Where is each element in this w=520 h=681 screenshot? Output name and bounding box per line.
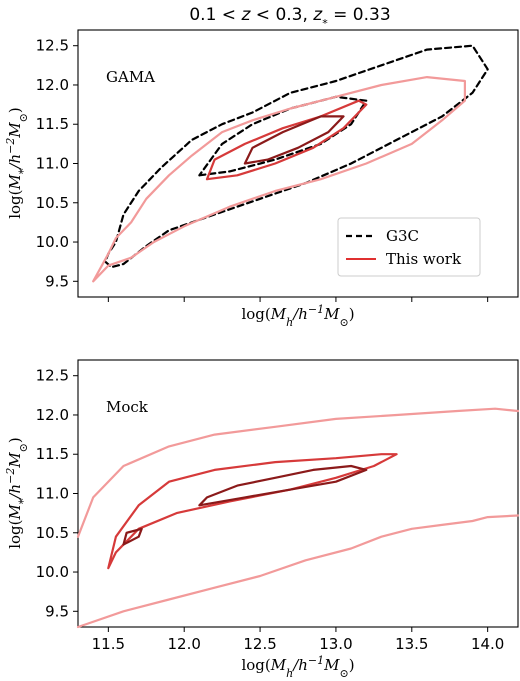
gama-panel: 9.5 10.0 10.5 11.0 11.5 12.0 12.5 GAMA log(Mh/… — [4, 29, 519, 329]
mock-y-tick-label: 10.0 — [36, 563, 69, 581]
mock-y-axis-label: log(M*/h−2M⊙) — [4, 437, 30, 549]
gama-y-tick-label: 12.5 — [36, 37, 69, 55]
legend: G3C This work — [337, 217, 481, 277]
mock-contours — [76, 407, 520, 629]
gama-contour-outer-2 — [92, 75, 466, 283]
legend-g3c-label: G3C — [386, 227, 419, 245]
gama-y-tick-label: 10.5 — [36, 194, 69, 212]
gama-contours — [92, 44, 489, 283]
gama-y-tick-label: 11.0 — [36, 155, 69, 173]
mock-x-tick-label: 14.0 — [471, 635, 504, 653]
gama-y-tick-label: 12.0 — [36, 76, 69, 94]
mock-y-ticks: 9.5 10.0 10.5 11.0 11.5 12.0 12.5 — [36, 367, 78, 620]
mock-y-tick-label: 11.0 — [36, 485, 69, 503]
mock-contour-outer-1 — [76, 514, 520, 629]
mock-y-tick-label: 11.5 — [36, 445, 69, 463]
mock-x-axis-label: log(Mh/h−1M⊙) — [241, 654, 354, 680]
gama-y-tick-label: 9.5 — [45, 272, 69, 290]
mock-contour-middle-2 — [107, 453, 398, 570]
gama-x-ticks — [107, 297, 489, 302]
mock-y-tick-label: 12.5 — [36, 367, 69, 385]
mock-y-tick-label: 10.5 — [36, 524, 69, 542]
mock-x-ticks: 11.5 12.0 12.5 13.0 13.5 14.0 — [92, 627, 504, 653]
mock-x-tick-label: 13.5 — [395, 635, 428, 653]
mock-y-tick-label: 9.5 — [45, 602, 69, 620]
legend-box — [337, 217, 481, 277]
mock-x-tick-label: 11.5 — [92, 635, 125, 653]
gama-contour-outer-0 — [104, 44, 489, 269]
mock-x-tick-label: 13.0 — [319, 635, 352, 653]
legend-this-work-label: This work — [386, 250, 462, 268]
mock-x-tick-label: 12.5 — [243, 635, 276, 653]
gama-y-tick-label: 11.5 — [36, 115, 69, 133]
gama-y-axis-label: log(M*/h−2M⊙) — [4, 107, 30, 219]
gama-panel-label: GAMA — [106, 68, 155, 86]
gama-y-tick-label: 10.0 — [36, 233, 69, 251]
gama-contour-inner-1 — [198, 95, 368, 177]
mock-panel-label: Mock — [106, 398, 149, 416]
gama-x-axis-label: log(Mh/h−1M⊙) — [241, 303, 354, 329]
gama-contour-inner-4 — [243, 115, 345, 165]
mock-y-tick-label: 12.0 — [36, 406, 69, 424]
mock-panel: 9.5 10.0 10.5 11.0 11.5 12.0 12.5 11.5 12.0 12.5… — [4, 359, 520, 680]
gama-contour-middle-3 — [205, 99, 368, 181]
mock-contour-inner-4 — [122, 527, 143, 546]
mock-x-tick-label: 12.0 — [168, 635, 201, 653]
mock-contour-outer-0 — [76, 407, 520, 538]
figure-title: 0.1 < z < 0.3, z* = 0.33 — [189, 5, 390, 30]
mock-contour-inner-3 — [198, 464, 368, 507]
gama-y-ticks: 9.5 10.0 10.5 11.0 11.5 12.0 12.5 — [36, 37, 78, 290]
